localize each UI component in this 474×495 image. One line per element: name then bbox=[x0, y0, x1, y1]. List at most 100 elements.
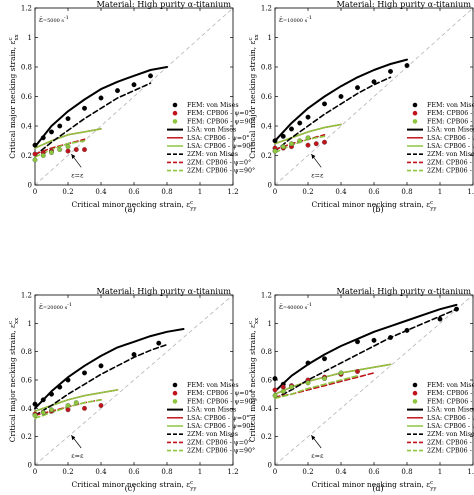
strain-rate-value: =5000 s bbox=[43, 18, 65, 24]
y-axis-label-text: Critical major necking strain, ε bbox=[8, 324, 17, 442]
y-tick-label: 0 bbox=[28, 182, 32, 190]
y-tick-label: 0 bbox=[28, 462, 32, 470]
legend-label: 2ZM: von Mises bbox=[187, 151, 238, 158]
legend-label: FEM: CPB06 - ψ=90° bbox=[187, 118, 256, 125]
x-axis-label: Critical minor necking strain, εc yy bbox=[312, 480, 438, 492]
data-point-fem-von-mises bbox=[297, 120, 303, 126]
series-line-3 bbox=[274, 303, 458, 393]
annotation-arrow-head bbox=[71, 154, 76, 160]
y-axis-label-sub: xx bbox=[14, 33, 20, 40]
legend-label: LSA: von Mises bbox=[427, 127, 474, 134]
data-point-fem-cpb06-psi90 bbox=[49, 150, 54, 155]
data-point-fem-von-mises bbox=[305, 360, 311, 366]
data-point-fem-von-mises bbox=[272, 138, 278, 144]
strain-rate-label: ε̇=20000 s-1 bbox=[39, 302, 72, 311]
legend-label: FEM: CPB06 - ψ=90° bbox=[427, 398, 474, 405]
panel-caption: (d) bbox=[372, 484, 383, 493]
data-point-fem-von-mises bbox=[65, 377, 71, 383]
legend-label: 2ZM: von Mises bbox=[187, 431, 238, 438]
data-point-fem-cpb06-psi0 bbox=[355, 369, 360, 374]
equal-strain-rest: =ε bbox=[315, 452, 324, 460]
data-point-fem-von-mises bbox=[371, 79, 377, 85]
x-tick-label: 1 bbox=[438, 468, 442, 476]
y-tick-label: 1.2 bbox=[261, 5, 272, 13]
legend-label: LSA: von Mises bbox=[427, 407, 474, 414]
data-point-fem-cpb06-psi90 bbox=[305, 135, 311, 141]
legend-label: LSA: CPB06 - ψ=0° bbox=[187, 415, 249, 422]
strain-rate-symbol: ε̇ bbox=[279, 15, 283, 24]
legend-marker bbox=[412, 382, 418, 388]
x-axis-label-sup: c bbox=[430, 200, 433, 206]
legend-label: FEM: CPB06 - ψ=0° bbox=[187, 110, 252, 117]
y-axis-label: Critical major necking strain, εcxx bbox=[8, 33, 20, 158]
x-axis-label: Critical minor necking strain, εc yy bbox=[312, 200, 438, 212]
y-tick-label: 0.4 bbox=[21, 405, 33, 413]
x-tick-label: 0.2 bbox=[62, 468, 73, 476]
legend-label: 2ZM: von Mises bbox=[427, 151, 474, 158]
y-tick-label: 0.8 bbox=[261, 348, 272, 356]
legend-label: 2ZM: CPB06 - ψ=90° bbox=[187, 168, 255, 175]
strain-rate-unit-exp: -1 bbox=[307, 302, 312, 308]
legend-label: 2ZM: CPB06 - ψ=90° bbox=[427, 168, 474, 175]
y-tick-label: 1 bbox=[268, 320, 272, 328]
data-point-fem-von-mises bbox=[131, 82, 137, 88]
x-tick-label: 0.6 bbox=[368, 468, 380, 476]
legend-marker bbox=[412, 119, 418, 124]
series-line-8 bbox=[274, 375, 359, 400]
equal-strain-eps: ε bbox=[311, 172, 315, 180]
x-axis-label-sub: yy bbox=[429, 206, 437, 212]
legend-label: 2ZM: CPB06 - ψ=90° bbox=[187, 448, 255, 455]
series-line-6 bbox=[34, 82, 152, 157]
legend-label: LSA: CPB06 - ψ=0° bbox=[427, 135, 474, 142]
data-point-fem-von-mises bbox=[322, 101, 327, 107]
data-point-fem-von-mises bbox=[404, 63, 410, 68]
y-axis-label: Critical major necking strain, εcxx bbox=[8, 317, 20, 442]
y-tick-label: 0.6 bbox=[21, 93, 33, 101]
y-axis-label-sub: xx bbox=[254, 33, 260, 40]
series-line-6 bbox=[274, 308, 458, 400]
data-point-fem-von-mises bbox=[98, 95, 104, 101]
data-point-fem-von-mises bbox=[156, 340, 162, 346]
panel-title: Material: High purity α-titanium bbox=[96, 0, 231, 9]
equal-strain-label: ε=ε bbox=[71, 172, 84, 180]
series-line-3 bbox=[274, 58, 408, 142]
y-axis-label-sup: c bbox=[248, 37, 254, 40]
x-tick-label: 0.6 bbox=[128, 188, 140, 196]
panel-title: Material: High purity α-titanium bbox=[336, 286, 471, 296]
strain-rate-unit-exp: -1 bbox=[307, 15, 312, 21]
data-point-fem-cpb06-psi90 bbox=[73, 400, 79, 406]
strain-rate-value: =40000 s bbox=[283, 305, 308, 311]
legend-label: FEM: von Mises bbox=[427, 382, 474, 389]
series-line-3 bbox=[34, 328, 185, 410]
data-point-fem-cpb06-psi90 bbox=[280, 388, 286, 394]
strain-rate-symbol: ε̇ bbox=[39, 302, 43, 311]
legend-marker bbox=[412, 102, 418, 108]
y-axis-label: Critical major necking strain, εcxx bbox=[248, 317, 260, 442]
y-axis-label: Critical major necking strain, εcxx bbox=[248, 33, 260, 158]
data-point-fem-cpb06-psi90 bbox=[305, 380, 311, 386]
legend-label: FEM: CPB06 - ψ=0° bbox=[427, 110, 474, 117]
x-axis-label: Critical minor necking strain, εc yy bbox=[72, 480, 198, 492]
legend-label: LSA: CPB06 - ψ=90° bbox=[427, 423, 474, 430]
data-point-fem-von-mises bbox=[371, 337, 377, 343]
x-axis-label-text: Critical minor necking strain, ε bbox=[72, 200, 191, 209]
strain-rate-unit-exp: -1 bbox=[67, 302, 72, 308]
equal-strain-eps: ε bbox=[71, 172, 75, 180]
x-tick-label: 0.8 bbox=[161, 468, 172, 476]
y-tick-label: 0.2 bbox=[21, 433, 32, 441]
y-tick-label: 1.2 bbox=[21, 5, 32, 13]
series-line-5 bbox=[274, 363, 392, 395]
strain-rate-unit-exp: -1 bbox=[64, 15, 69, 21]
y-tick-label: 1.2 bbox=[261, 292, 272, 300]
equal-strain-line bbox=[34, 7, 234, 186]
x-tick-label: 1 bbox=[198, 188, 202, 196]
x-tick-label: 0 bbox=[273, 188, 277, 196]
data-point-fem-von-mises bbox=[305, 114, 311, 120]
x-axis-label-sup: c bbox=[190, 200, 193, 206]
data-point-fem-von-mises bbox=[272, 376, 278, 382]
x-tick-label: 1.2 bbox=[467, 188, 474, 196]
x-tick-label: 1.2 bbox=[467, 468, 474, 476]
x-tick-label: 0.2 bbox=[302, 468, 313, 476]
